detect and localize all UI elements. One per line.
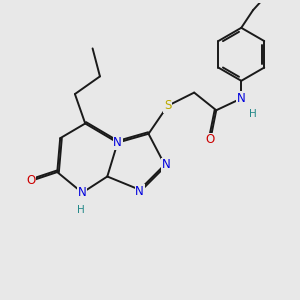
Text: O: O bbox=[26, 174, 35, 188]
Text: N: N bbox=[113, 136, 122, 149]
Text: H: H bbox=[249, 109, 256, 119]
Text: N: N bbox=[237, 92, 246, 105]
Text: S: S bbox=[164, 99, 171, 112]
Text: O: O bbox=[206, 133, 215, 146]
Text: N: N bbox=[78, 186, 87, 199]
Text: N: N bbox=[135, 185, 144, 198]
Text: N: N bbox=[162, 158, 171, 171]
Text: H: H bbox=[77, 205, 85, 215]
